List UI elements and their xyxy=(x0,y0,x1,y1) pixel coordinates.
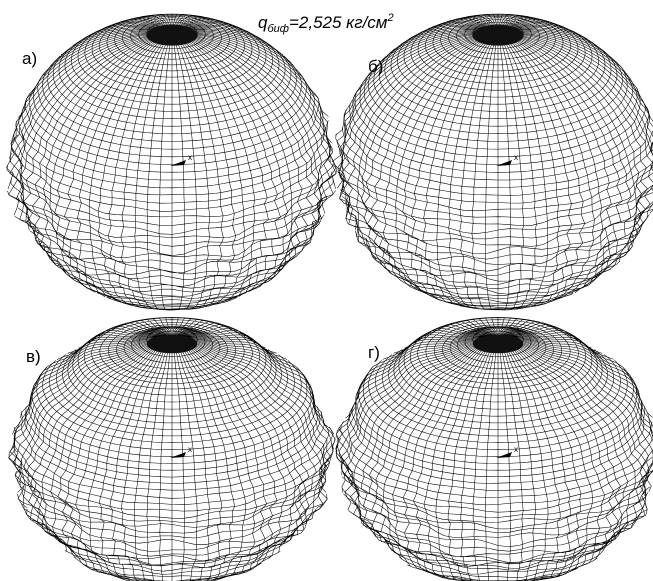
axis-label: x xyxy=(188,445,192,454)
figure: qбиф=2,525 кг/см2 а) б) в) г) xxxx xyxy=(0,0,653,581)
pole-cap xyxy=(147,335,198,353)
axis-label: x xyxy=(514,445,518,454)
title-text: =2,525 кг/см xyxy=(289,13,388,32)
panel-label: г) xyxy=(368,343,380,362)
pole-cap xyxy=(146,25,197,46)
axis-label: x xyxy=(188,153,192,162)
title-subscript: биф xyxy=(267,23,289,35)
pole-cap xyxy=(473,335,524,353)
panel-label: а) xyxy=(22,49,37,68)
panel-label: в) xyxy=(26,347,41,366)
axis-label: x xyxy=(514,153,518,162)
background xyxy=(0,0,653,581)
pole-cap xyxy=(472,25,523,46)
title-superscript: 2 xyxy=(386,12,393,24)
